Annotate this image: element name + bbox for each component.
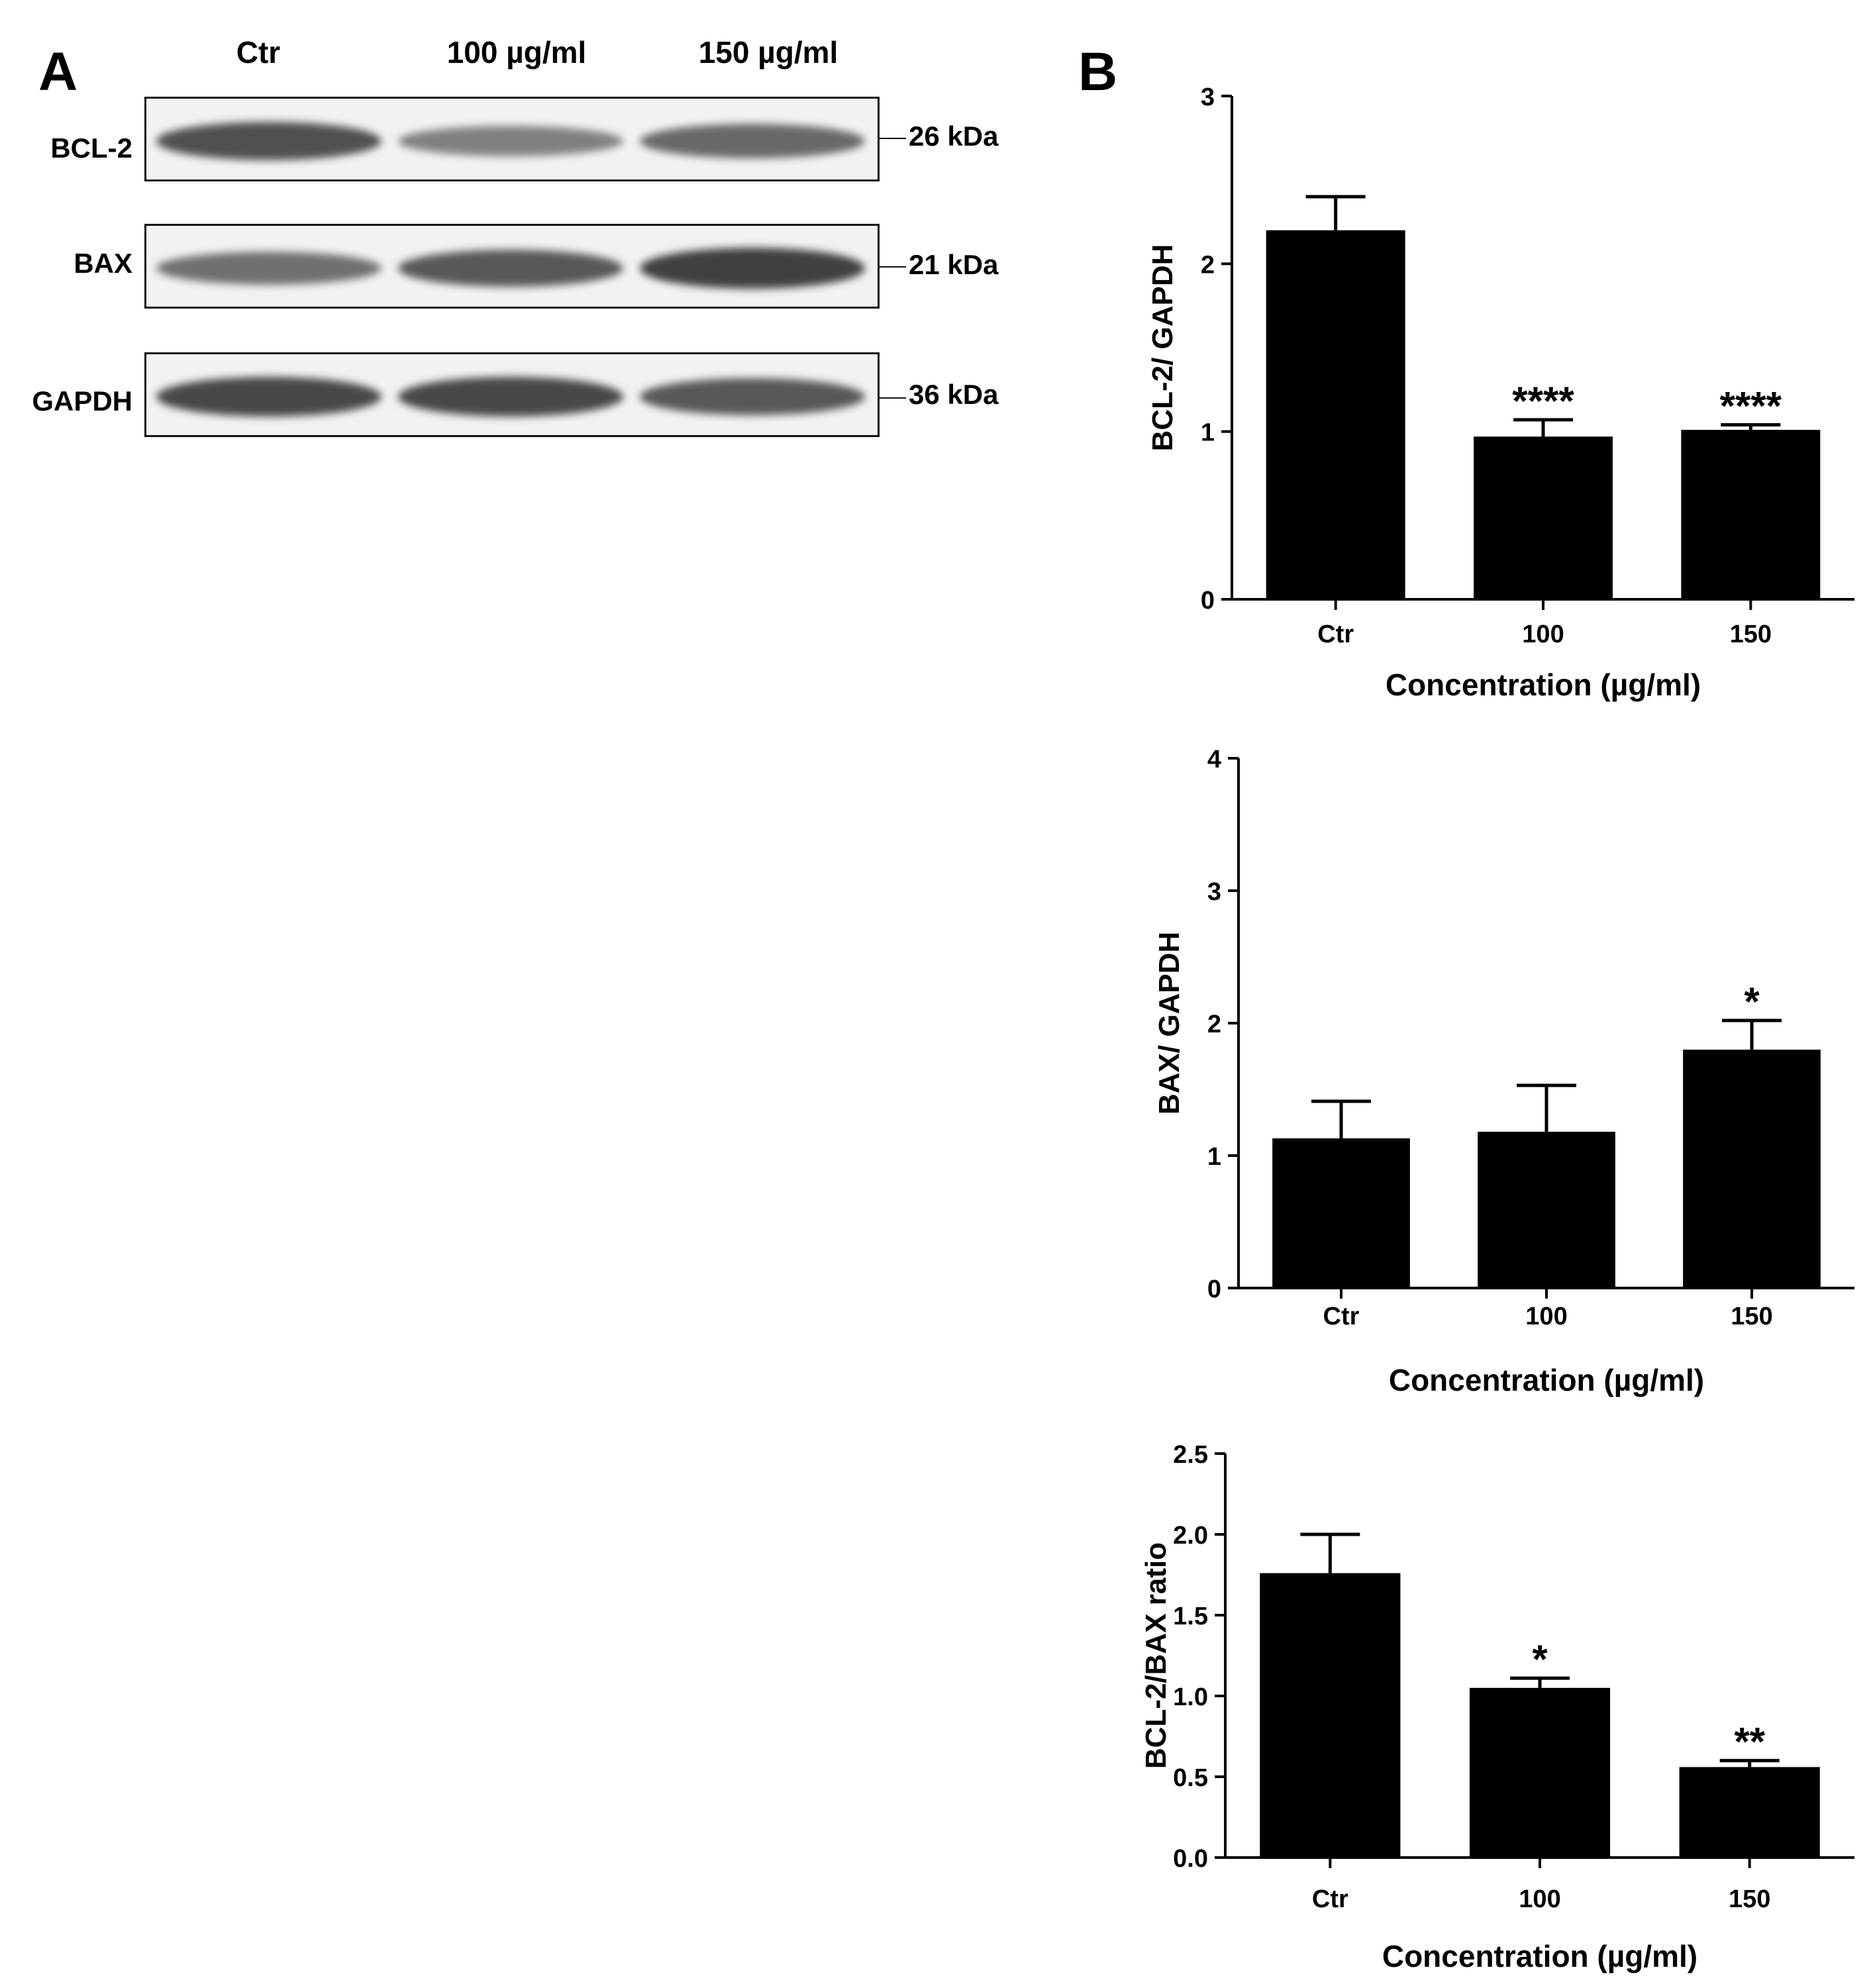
kda-tick [880, 397, 906, 399]
y-tick-label: 0 [1201, 587, 1215, 615]
y-axis-label: BCL-2/ GAPDH [1146, 244, 1179, 452]
panel-a-letter: A [38, 42, 78, 102]
x-tick-label: Ctr [1323, 1303, 1360, 1330]
significance-label: * [1744, 979, 1760, 1024]
significance-label: ** [1734, 1720, 1765, 1764]
bar [1272, 1138, 1410, 1288]
x-tick-label: 150 [1729, 1885, 1770, 1913]
bar [1681, 430, 1821, 599]
significance-label: **** [1512, 379, 1574, 423]
bar [1679, 1767, 1820, 1858]
panel-b-letter: B [1078, 42, 1118, 102]
blot-label-gapdh: GAPDH [32, 385, 132, 417]
x-tick-label: Ctr [1312, 1885, 1348, 1913]
blot-bcl2 [144, 97, 880, 181]
y-tick-label: 0.5 [1173, 1764, 1208, 1792]
blot-band [156, 252, 381, 285]
blot-label-bcl2: BCL-2 [50, 132, 132, 164]
y-tick-label: 1.0 [1173, 1683, 1208, 1711]
x-axis-label: Concentration (µg/ml) [1382, 1939, 1697, 1973]
y-tick-label: 0.0 [1173, 1845, 1208, 1873]
blot-bax [144, 224, 880, 309]
y-tick-label: 1 [1201, 419, 1215, 447]
bar [1478, 1132, 1615, 1288]
bar [1474, 436, 1613, 599]
significance-label: **** [1720, 384, 1782, 428]
blot-band [640, 378, 865, 415]
kda-label-bcl2: 26 kDa [909, 121, 999, 152]
y-tick-label: 1.5 [1173, 1603, 1208, 1630]
lane-label-ctr: Ctr [236, 35, 281, 70]
kda-tick [880, 266, 906, 268]
lane-label-150: 150 µg/ml [698, 35, 838, 70]
x-tick-label: 100 [1519, 1885, 1560, 1913]
bar [1266, 230, 1405, 599]
y-tick-label: 4 [1207, 746, 1221, 773]
bar-chart-bcl2-gapdh: 0 1 2 3 BCL-2/ GAPDH Ctr 100 **** 150 **** Concent… [1146, 83, 1854, 702]
bar-chart-bax-gapdh: 0 1 2 3 4 BAX/ GAPDH Ctr 100 150 * Concentration (… [1153, 746, 1854, 1397]
blot-band [640, 124, 865, 158]
blot-band [398, 377, 623, 417]
blot-band [398, 126, 623, 156]
y-tick-label: 2.5 [1173, 1441, 1208, 1469]
bar-chart-bcl2-bax-ratio: 0.0 0.5 1.0 1.5 2.0 2.5 BCL-2/BAX ratio Ctr 100 *… [1140, 1441, 1854, 1973]
y-tick-label: 2.0 [1173, 1522, 1208, 1550]
x-tick-label: Ctr [1317, 621, 1354, 648]
x-axis-label: Concentration (µg/ml) [1386, 668, 1701, 702]
blot-band [640, 248, 865, 289]
kda-label-bax: 21 kDa [909, 249, 999, 280]
blot-band [156, 377, 381, 417]
y-tick-label: 3 [1207, 878, 1221, 906]
x-axis-label: Concentration (µg/ml) [1389, 1363, 1704, 1397]
lane-label-100: 100 µg/ml [446, 35, 587, 70]
significance-label: * [1532, 1637, 1548, 1681]
blot-label-bax: BAX [74, 248, 132, 279]
y-tick-label: 0 [1207, 1275, 1221, 1303]
y-axis-label: BCL-2/BAX ratio [1140, 1542, 1172, 1769]
y-tick-label: 3 [1201, 83, 1215, 111]
y-tick-label: 1 [1207, 1143, 1221, 1171]
y-tick-label: 2 [1207, 1011, 1221, 1038]
blot-band [156, 122, 381, 160]
x-tick-label: 150 [1731, 1303, 1772, 1330]
kda-tick [880, 138, 906, 139]
kda-label-gapdh: 36 kDa [909, 379, 999, 410]
x-tick-label: 100 [1525, 1303, 1567, 1330]
y-axis-label: BAX/ GAPDH [1153, 932, 1186, 1115]
bar [1260, 1573, 1401, 1858]
x-tick-label: 100 [1522, 621, 1564, 648]
y-tick-label: 2 [1201, 251, 1215, 279]
x-tick-label: 150 [1730, 621, 1772, 648]
blot-gapdh [144, 352, 880, 437]
bar [1683, 1050, 1821, 1288]
bar [1469, 1687, 1611, 1858]
blot-band [398, 250, 623, 287]
